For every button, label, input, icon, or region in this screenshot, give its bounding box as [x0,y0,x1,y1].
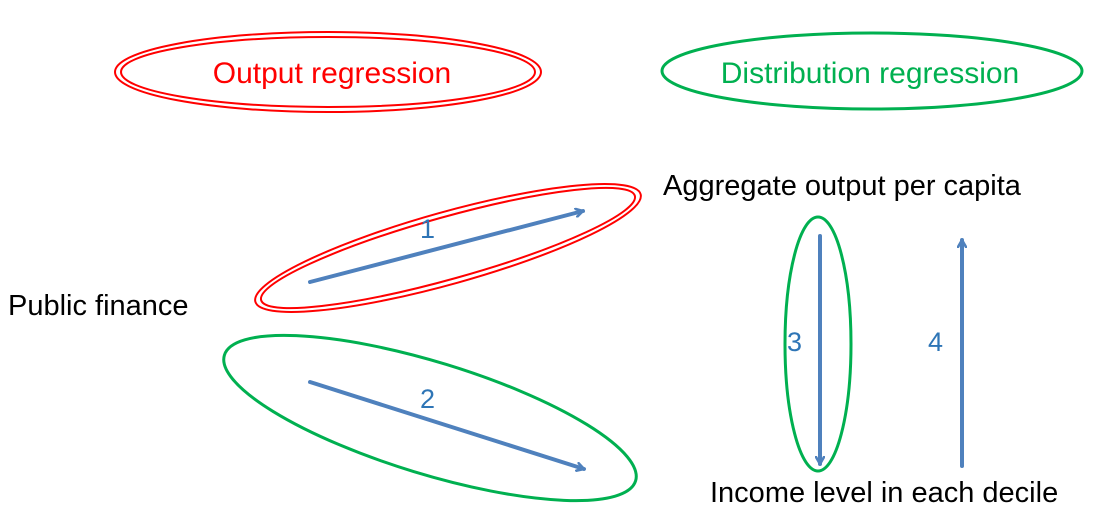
legend-output-ellipse-outer [114,31,542,113]
legend-output-regression: Output regression [114,31,542,113]
arrow-2-group: 2 [222,333,638,503]
arrow-1-group: 1 [254,183,642,313]
arrow-2-distribution-ellipse [222,333,638,503]
legend-distribution-regression: Distribution regression [660,31,1084,111]
arrow-1 [308,211,585,284]
arrow-1-output-ellipse-outer [254,183,642,313]
arrow-2-number: 2 [420,384,435,414]
node-income-level: Income level in each decile [710,477,1058,509]
arrow-4-number: 4 [928,327,943,357]
arrow-2 [308,380,586,469]
arrow-3-distribution-ellipse [783,215,853,473]
legend-distribution-ellipse [660,31,1084,111]
legend-output-label: Output regression [213,57,451,90]
arrow-3-group: 3 [783,215,853,473]
node-public-finance: Public finance [8,290,189,322]
arrow-4-group: 4 [928,238,962,468]
legend-output-ellipse-inner [120,36,536,108]
node-aggregate-output: Aggregate output per capita [663,170,1022,202]
legend-distribution-label: Distribution regression [721,57,1019,90]
arrow-1-number: 1 [420,214,435,244]
arrow-1-output-ellipse-inner [259,186,637,310]
arrow-3-number: 3 [787,327,802,357]
